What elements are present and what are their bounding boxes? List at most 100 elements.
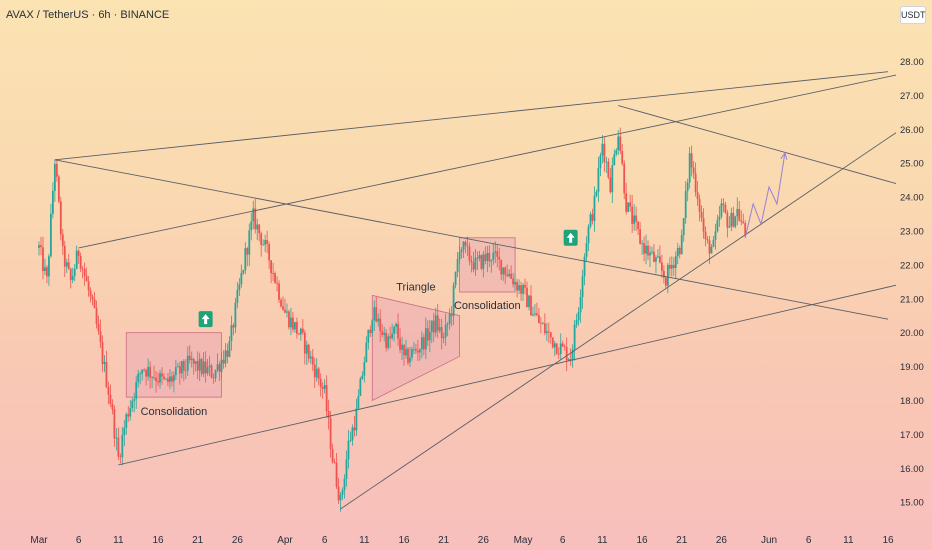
candle-body — [591, 214, 594, 221]
candle-body — [53, 163, 56, 191]
candle-body — [276, 282, 278, 284]
candle-body — [81, 268, 84, 270]
candle-body — [579, 297, 582, 313]
candle-body — [157, 381, 159, 383]
candle-body — [99, 331, 102, 343]
candle-body — [659, 256, 661, 263]
trend-line[interactable] — [54, 159, 889, 320]
candle-body — [61, 234, 64, 246]
candle-body — [387, 336, 390, 348]
candle-body — [129, 408, 132, 417]
candle-body — [349, 440, 352, 442]
candle-body — [407, 348, 409, 363]
candle-body — [428, 331, 431, 341]
candle-body — [434, 315, 437, 333]
candle-body — [212, 377, 215, 379]
candle-body — [198, 359, 201, 371]
candle-body — [299, 328, 302, 335]
time-tick-label: 21 — [438, 535, 450, 546]
projection-path — [744, 151, 788, 238]
candle-body — [254, 208, 257, 230]
candle-body — [545, 331, 548, 334]
candle-body — [567, 358, 570, 361]
candle-body — [210, 365, 213, 378]
time-tick-label: 26 — [478, 535, 490, 546]
candle-body — [690, 153, 693, 168]
candle-body — [432, 320, 435, 333]
candle-body — [458, 252, 461, 260]
candle-body — [42, 247, 44, 272]
price-axis[interactable]: 15.00 16.00 17.00 18.00 19.00 20.00 21.00 22.00… — [900, 57, 924, 509]
time-tick-label: 6 — [806, 535, 812, 546]
candle-body — [137, 373, 140, 382]
candle-body — [238, 284, 241, 291]
candle-body — [682, 218, 685, 236]
trend-line[interactable] — [118, 284, 897, 466]
candle-body — [139, 373, 142, 375]
candle-body — [367, 329, 370, 343]
candle-body — [266, 240, 269, 245]
candle-body — [250, 221, 253, 231]
time-tick-label: 11 — [843, 535, 854, 546]
candle-body — [55, 163, 58, 177]
candle-body — [294, 322, 296, 330]
candle-body — [194, 361, 197, 364]
candle-body — [309, 356, 312, 359]
candle-body — [623, 163, 626, 194]
candle-body — [186, 355, 189, 371]
candle-body — [79, 255, 82, 269]
candle-body — [647, 245, 649, 256]
candle-body — [577, 312, 580, 321]
candle-body — [508, 273, 511, 276]
candle-body — [311, 356, 314, 365]
candle-body — [668, 264, 671, 269]
candle-body — [585, 243, 588, 257]
time-axis[interactable]: Mar 6 11 16 21 26 Apr 6 11 16 21 26 May 6 11 16 21 26 Jun 6… — [30, 535, 894, 546]
candle-body — [416, 350, 419, 353]
candle-body — [339, 494, 342, 501]
candle-body — [730, 212, 733, 227]
candle-body — [426, 328, 429, 341]
candle-body — [464, 241, 467, 246]
arrow-up-glyph — [566, 232, 575, 243]
trend-line[interactable] — [54, 71, 889, 161]
candle-body — [50, 213, 52, 257]
candle-body — [329, 418, 332, 450]
trend-line[interactable] — [340, 132, 897, 510]
candle-body — [333, 462, 336, 463]
price-tick-label: 15.00 — [900, 498, 924, 509]
candle-body — [59, 201, 62, 235]
candle-body — [159, 373, 161, 383]
candle-body — [345, 459, 348, 479]
candle-body — [720, 203, 723, 217]
candle-body — [347, 440, 350, 460]
candle-body — [486, 252, 489, 262]
candle-body — [625, 193, 628, 212]
candle-body — [383, 332, 386, 335]
candle-body — [468, 246, 471, 261]
candle-body — [172, 375, 175, 382]
candle-body — [200, 359, 203, 374]
candle-body — [718, 216, 721, 220]
candle-body — [418, 349, 421, 353]
candle-body — [728, 226, 731, 228]
candle-body — [424, 328, 427, 350]
trend-line[interactable] — [618, 105, 897, 184]
candle-body — [319, 378, 322, 387]
candle-body — [504, 267, 507, 275]
currency-badge[interactable]: USDT — [900, 6, 926, 24]
candle-body — [228, 341, 231, 357]
candle-body — [264, 240, 267, 245]
candle-body — [246, 248, 249, 255]
candle-body — [389, 336, 392, 339]
trend-line[interactable] — [78, 74, 897, 249]
candle-body — [742, 221, 745, 224]
candle-body — [662, 270, 665, 278]
candle-body — [393, 326, 395, 334]
candle-body — [440, 327, 443, 339]
candle-body — [48, 256, 50, 277]
candle-body — [167, 378, 169, 382]
candle-body — [218, 364, 221, 372]
candle-body — [736, 208, 739, 217]
